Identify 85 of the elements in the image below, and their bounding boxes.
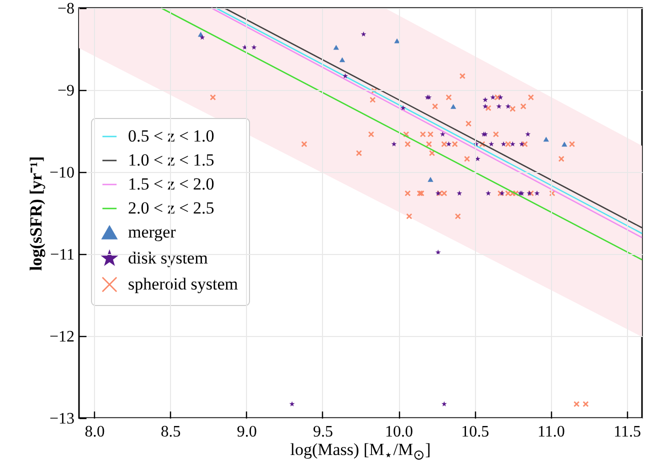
point: [510, 106, 516, 112]
legend-label: merger: [128, 222, 176, 242]
point: [210, 94, 216, 100]
point: [426, 141, 432, 148]
point: [534, 190, 540, 196]
point: [490, 94, 496, 100]
y-tick-label: −12: [49, 328, 74, 346]
y-tick-label: −8: [57, 0, 74, 18]
point: [446, 94, 452, 100]
point: [368, 131, 374, 138]
point: [400, 105, 406, 110]
point: [333, 44, 339, 50]
x-axis-title: log(Mass) [M$_{⋆}$/M$_{⊙}$]: [289, 440, 432, 464]
point: [549, 190, 556, 196]
point: [496, 104, 502, 109]
y-axis-title: log(sSFR) [yr⁻¹]: [26, 156, 46, 271]
point: [420, 131, 426, 138]
point: [520, 103, 526, 110]
point: [512, 190, 519, 196]
point: [428, 150, 436, 156]
y-tick-label: −9: [57, 82, 74, 100]
point: [498, 94, 504, 100]
point: [510, 141, 516, 146]
point: [404, 141, 411, 148]
point: [465, 120, 472, 127]
x-tick-label: 10.0: [385, 424, 414, 440]
point: [450, 104, 456, 109]
point: [479, 141, 486, 148]
y-tick-label: −10: [49, 164, 74, 182]
point: [339, 57, 346, 62]
y-tick-label: −11: [50, 246, 74, 264]
point: [356, 150, 362, 156]
x-tick-label: 8.0: [84, 424, 105, 440]
point: [486, 190, 492, 196]
x-tick-label: 11.0: [538, 424, 565, 440]
point: [488, 141, 494, 146]
point: [289, 401, 295, 406]
point: [301, 141, 308, 148]
point: [482, 97, 488, 102]
point: [200, 34, 205, 40]
x-tick-label: 9.0: [236, 424, 257, 440]
legend-label: spheroid system: [128, 274, 238, 294]
point: [464, 156, 470, 162]
point: [441, 141, 448, 148]
point: [391, 141, 397, 146]
point: [452, 141, 458, 148]
point: [522, 141, 528, 148]
point: [370, 96, 376, 103]
legend-label: disk system: [128, 248, 208, 268]
point: [574, 401, 580, 408]
point: [428, 176, 434, 182]
point: [427, 131, 434, 138]
point: [403, 131, 410, 138]
x-tick-label: 8.5: [160, 424, 181, 440]
point: [446, 141, 452, 146]
point: [454, 213, 461, 220]
point: [525, 131, 531, 137]
point: [500, 141, 506, 146]
point: [440, 131, 446, 137]
point: [492, 131, 499, 138]
x-tick-label: 11.5: [614, 424, 641, 440]
point: [582, 401, 589, 408]
point: [485, 104, 492, 112]
point: [562, 142, 568, 147]
point: [404, 190, 411, 196]
point: [528, 94, 534, 100]
point: [505, 104, 511, 109]
point: [558, 156, 564, 162]
point: [406, 213, 412, 220]
point: [543, 136, 549, 142]
point: [568, 141, 576, 148]
point: [459, 73, 466, 80]
point: [251, 44, 257, 50]
x-tick-label: 10.5: [461, 424, 490, 440]
point: [342, 73, 348, 78]
y-tick-label: −13: [49, 410, 74, 428]
x-tick-label: 9.5: [312, 424, 333, 440]
point: [505, 141, 512, 148]
point: [482, 104, 488, 109]
point: [442, 401, 447, 406]
point: [371, 88, 378, 94]
point: [432, 103, 438, 110]
point: [494, 94, 500, 100]
point: [519, 141, 524, 146]
point: [441, 190, 448, 196]
